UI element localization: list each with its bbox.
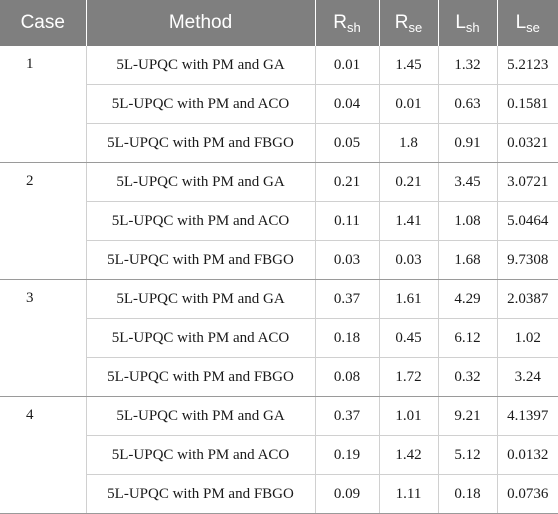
- lse-cell: 0.1581: [497, 84, 558, 124]
- lsh-cell: 6.12: [438, 318, 498, 358]
- header-lse-sub: se: [526, 20, 540, 35]
- case-cell: 1: [0, 46, 87, 163]
- lsh-cell: 9.21: [438, 396, 498, 436]
- rse-cell: 1.11: [379, 474, 439, 514]
- lsh-cell: 0.63: [438, 84, 498, 124]
- header-lsh-sub: sh: [465, 20, 480, 35]
- lse-cell: 2.0387: [497, 279, 558, 319]
- rsh-cell: 0.11: [315, 201, 380, 241]
- header-case: Case: [0, 0, 87, 46]
- rse-cell: 1.8: [379, 123, 439, 163]
- method-cell: 5L-UPQC with PM and GA: [86, 162, 316, 202]
- header-method: Method: [86, 0, 316, 46]
- lse-cell: 3.24: [497, 357, 558, 397]
- lsh-cell: 1.68: [438, 240, 498, 280]
- table-row: 5L-UPQC with PM and ACO 0.18 0.45 6.12 1…: [0, 318, 558, 358]
- table-row: 5L-UPQC with PM and ACO 0.19 1.42 5.12 0…: [0, 435, 558, 475]
- lse-cell: 0.0321: [497, 123, 558, 163]
- lsh-cell: 5.12: [438, 435, 498, 475]
- rsh-cell: 0.03: [315, 240, 380, 280]
- table-row: 5L-UPQC with PM and ACO 0.04 0.01 0.63 0…: [0, 84, 558, 124]
- method-cell: 5L-UPQC with PM and ACO: [86, 84, 316, 124]
- header-lsh: Lsh: [438, 0, 498, 46]
- rsh-cell: 0.08: [315, 357, 380, 397]
- method-cell: 5L-UPQC with PM and FBGO: [86, 240, 316, 280]
- lse-cell: 1.02: [497, 318, 558, 358]
- lse-cell: 4.1397: [497, 396, 558, 436]
- lsh-cell: 0.18: [438, 474, 498, 514]
- method-cell: 5L-UPQC with PM and FBGO: [86, 357, 316, 397]
- method-cell: 5L-UPQC with PM and FBGO: [86, 123, 316, 163]
- rsh-cell: 0.37: [315, 396, 380, 436]
- table-row: 5L-UPQC with PM and FBGO 0.05 1.8 0.91 0…: [0, 123, 558, 163]
- method-cell: 5L-UPQC with PM and ACO: [86, 435, 316, 475]
- rsh-cell: 0.37: [315, 279, 380, 319]
- table-row: 5L-UPQC with PM and FBGO 0.08 1.72 0.32 …: [0, 357, 558, 397]
- rse-cell: 1.61: [379, 279, 439, 319]
- rse-cell: 0.21: [379, 162, 439, 202]
- lse-cell: 5.0464: [497, 201, 558, 241]
- table-row: 1 5L-UPQC with PM and GA 0.01 1.45 1.32 …: [0, 46, 558, 163]
- lsh-cell: 1.08: [438, 201, 498, 241]
- case-cell: 3: [0, 279, 87, 397]
- rsh-cell: 0.04: [315, 84, 380, 124]
- table-row: 5L-UPQC with PM and ACO 0.11 1.41 1.08 5…: [0, 201, 558, 241]
- lsh-cell: 3.45: [438, 162, 498, 202]
- rse-cell: 1.41: [379, 201, 439, 241]
- rsh-cell: 0.21: [315, 162, 380, 202]
- method-cell: 5L-UPQC with PM and GA: [86, 279, 316, 319]
- lsh-cell: 1.32: [438, 46, 498, 85]
- lsh-cell: 4.29: [438, 279, 498, 319]
- header-rse-sub: se: [408, 20, 423, 35]
- rse-cell: 0.03: [379, 240, 439, 280]
- table-row: 3 5L-UPQC with PM and GA 0.37 1.61 4.29 …: [0, 279, 558, 397]
- rsh-cell: 0.19: [315, 435, 380, 475]
- header-rsh-main: R: [333, 12, 347, 33]
- lse-cell: 9.7308: [497, 240, 558, 280]
- header-rse: Rse: [379, 0, 439, 46]
- lsh-cell: 0.32: [438, 357, 498, 397]
- method-cell: 5L-UPQC with PM and ACO: [86, 318, 316, 358]
- method-cell: 5L-UPQC with PM and GA: [86, 46, 316, 85]
- lsh-cell: 0.91: [438, 123, 498, 163]
- rse-cell: 0.01: [379, 84, 439, 124]
- case-cell: 4: [0, 396, 87, 514]
- method-cell: 5L-UPQC with PM and GA: [86, 396, 316, 436]
- rse-cell: 1.01: [379, 396, 439, 436]
- rsh-cell: 0.09: [315, 474, 380, 514]
- rsh-cell: 0.05: [315, 123, 380, 163]
- lse-cell: 5.2123: [497, 46, 558, 85]
- method-cell: 5L-UPQC with PM and FBGO: [86, 474, 316, 514]
- table-row: 5L-UPQC with PM and FBGO 0.03 0.03 1.68 …: [0, 240, 558, 280]
- header-rsh-sub: sh: [347, 20, 361, 35]
- rse-cell: 0.45: [379, 318, 439, 358]
- table-row: 2 5L-UPQC with PM and GA 0.21 0.21 3.45 …: [0, 162, 558, 280]
- rsh-cell: 0.01: [315, 46, 380, 85]
- lse-cell: 0.0736: [497, 474, 558, 514]
- header-row: Case Method Rsh Rse Lsh Lse: [0, 0, 558, 46]
- header-lse: Lse: [497, 0, 558, 46]
- lse-cell: 3.0721: [497, 162, 558, 202]
- lse-cell: 0.0132: [497, 435, 558, 475]
- method-cell: 5L-UPQC with PM and ACO: [86, 201, 316, 241]
- header-lsh-main: L: [455, 12, 466, 33]
- header-rse-main: R: [394, 12, 409, 33]
- rsh-cell: 0.18: [315, 318, 380, 358]
- rse-cell: 1.45: [379, 46, 439, 85]
- header-rsh: Rsh: [315, 0, 380, 46]
- case-cell: 2: [0, 162, 87, 280]
- table-row: 4 5L-UPQC with PM and GA 0.37 1.01 9.21 …: [0, 396, 558, 514]
- header-lse-main: L: [515, 12, 527, 33]
- table-row: 5L-UPQC with PM and FBGO 0.09 1.11 0.18 …: [0, 474, 558, 514]
- rse-cell: 1.42: [379, 435, 439, 475]
- rse-cell: 1.72: [379, 357, 439, 397]
